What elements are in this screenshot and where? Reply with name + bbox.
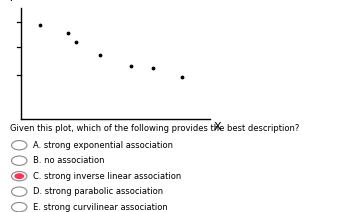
Point (98, 53, 103, 56)
Text: X: X (214, 122, 222, 132)
Point (128, 64, 133, 67)
Text: Given this plot, which of the following provides the best description?: Given this plot, which of the following … (10, 124, 300, 133)
Point (65, 31, 71, 34)
Text: E. strong curvilinear association: E. strong curvilinear association (33, 203, 168, 212)
Point (73, 40, 79, 43)
Text: C. strong inverse linear association: C. strong inverse linear association (33, 172, 182, 181)
Text: Y: Y (8, 0, 15, 3)
Text: A. strong exponential association: A. strong exponential association (33, 141, 173, 150)
Point (37, 23, 43, 27)
Point (179, 75, 184, 78)
Text: B. no association: B. no association (33, 156, 105, 165)
Text: D. strong parabolic association: D. strong parabolic association (33, 187, 163, 196)
Point (150, 66, 156, 70)
